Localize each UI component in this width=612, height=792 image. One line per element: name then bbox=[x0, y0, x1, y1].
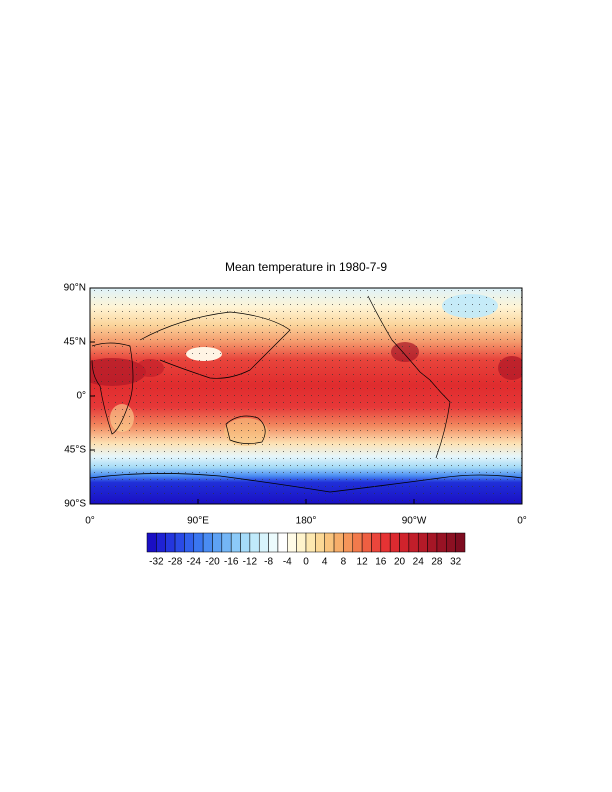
colorbar-box bbox=[296, 532, 307, 553]
x-tick-label: 180° bbox=[296, 516, 317, 527]
colorbar-label: 16 bbox=[375, 557, 387, 568]
colorbar-label: 0 bbox=[303, 557, 309, 568]
colorbar-label: 28 bbox=[431, 557, 443, 568]
x-tick-label: 90°E bbox=[187, 516, 209, 527]
colorbar-box bbox=[380, 532, 391, 553]
colorbar-box bbox=[287, 532, 297, 553]
map-title: Mean temperature in 1980-7-9 bbox=[225, 260, 387, 274]
colorbar-box bbox=[174, 532, 185, 553]
axes: 0° 90°E 180° 90°W 0° 90°N 45°N 0° 45°S 90°S bbox=[64, 283, 527, 527]
colorbar-box bbox=[446, 532, 456, 553]
colorbar-box bbox=[305, 532, 316, 553]
colorbar-label: 4 bbox=[322, 557, 328, 568]
colorbar-label: -32 bbox=[149, 557, 164, 568]
y-tick-label: 90°S bbox=[64, 499, 86, 510]
colorbar-box bbox=[249, 532, 260, 553]
colorbar-box bbox=[146, 532, 157, 553]
colorbar-box bbox=[240, 532, 251, 553]
y-tick-label: 0° bbox=[76, 391, 86, 402]
colorbar-box bbox=[324, 532, 335, 553]
colorbar-box bbox=[315, 532, 325, 553]
colorbar-box bbox=[343, 532, 354, 553]
y-tick-label: 45°N bbox=[64, 337, 86, 348]
colorbar-box bbox=[230, 532, 241, 553]
colorbar-box bbox=[165, 532, 176, 553]
colorbar-box bbox=[268, 532, 279, 553]
x-tick-label: 0° bbox=[517, 516, 527, 527]
colorbar-box bbox=[352, 532, 363, 553]
colorbar-box bbox=[455, 532, 466, 553]
colorbar-box bbox=[361, 532, 372, 553]
colorbar-label: -28 bbox=[168, 557, 183, 568]
stipple bbox=[90, 288, 522, 504]
colorbar-label: -24 bbox=[187, 557, 202, 568]
colorbar-box bbox=[202, 532, 213, 553]
x-tick-label: 0° bbox=[85, 516, 95, 527]
colorbar-box bbox=[184, 532, 195, 553]
colorbar: -32 -28 -24 -20 -16 -12 -8 -4 0 4 8 12 16 20 24 28 32 bbox=[146, 532, 466, 568]
temperature-field bbox=[90, 288, 522, 504]
y-tick-label: 90°N bbox=[64, 283, 86, 294]
colorbar-box bbox=[212, 532, 223, 553]
y-tick-label: 45°S bbox=[64, 445, 86, 456]
colorbar-box bbox=[258, 532, 269, 553]
colorbar-label: -8 bbox=[264, 557, 273, 568]
colorbar-box bbox=[417, 532, 428, 553]
colorbar-label: -16 bbox=[224, 557, 239, 568]
colorbar-label: 8 bbox=[341, 557, 347, 568]
colorbar-box bbox=[389, 532, 400, 553]
x-tick-label: 90°W bbox=[402, 516, 427, 527]
colorbar-label: -20 bbox=[205, 557, 220, 568]
colorbar-box bbox=[277, 532, 288, 553]
colorbar-label: -12 bbox=[243, 557, 258, 568]
colorbar-label: 12 bbox=[357, 557, 369, 568]
colorbar-box bbox=[371, 532, 382, 553]
colorbar-box bbox=[399, 532, 410, 553]
colorbar-label: 20 bbox=[394, 557, 406, 568]
colorbar-label: 32 bbox=[450, 557, 462, 568]
colorbar-box bbox=[408, 532, 419, 553]
colorbar-box bbox=[193, 532, 204, 553]
colorbar-box bbox=[221, 532, 232, 553]
colorbar-label: -4 bbox=[283, 557, 292, 568]
colorbar-box bbox=[427, 532, 438, 553]
colorbar-label: 24 bbox=[413, 557, 425, 568]
colorbar-box bbox=[156, 532, 166, 553]
colorbar-box bbox=[436, 532, 447, 553]
colorbar-box bbox=[333, 532, 344, 553]
